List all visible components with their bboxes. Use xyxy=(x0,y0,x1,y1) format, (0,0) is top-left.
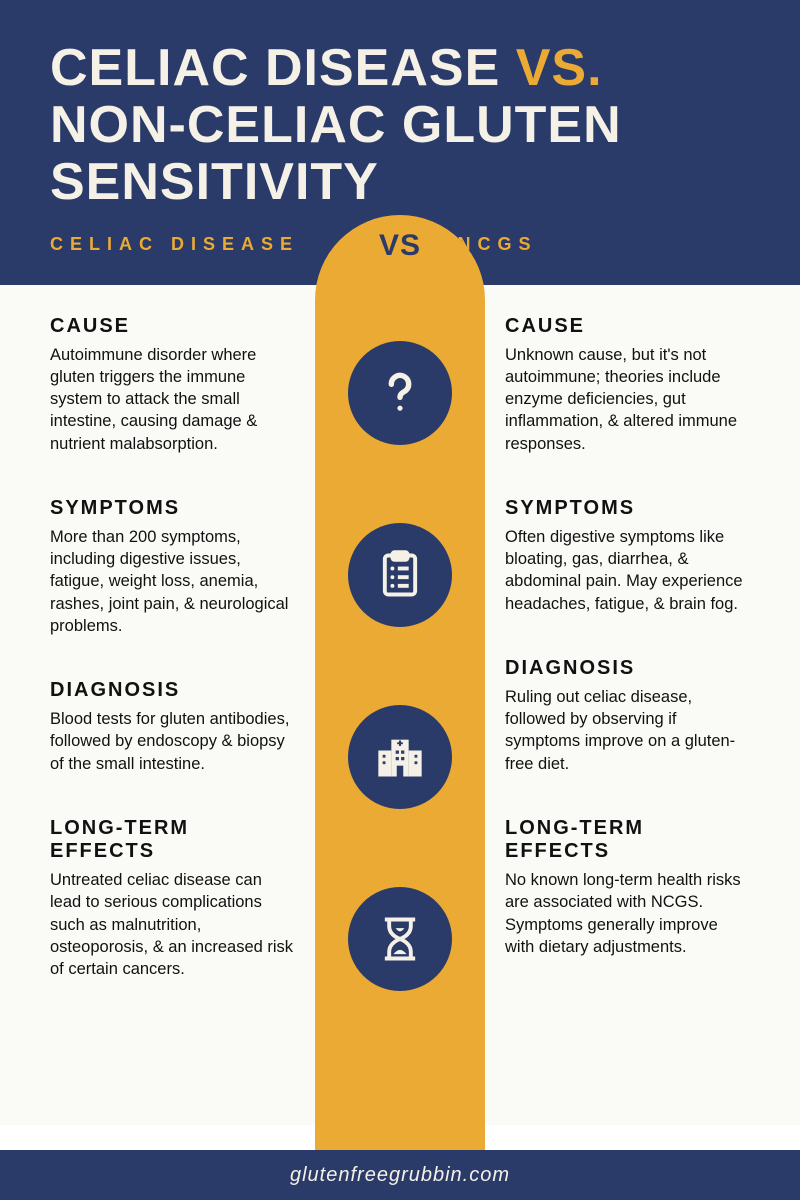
title-accent: VS. xyxy=(516,39,603,97)
block-body: Unknown cause, but it's not autoimmune; … xyxy=(505,344,750,455)
center-pill: VS xyxy=(315,215,485,1175)
title-line-2: NON-CELIAC GLUTEN xyxy=(50,96,622,154)
title-part-1: CELIAC DISEASE xyxy=(50,39,516,97)
block-title: LONG-TERM EFFECTS xyxy=(50,817,295,863)
block-longterm-left: LONG-TERM EFFECTS Untreated celiac disea… xyxy=(50,817,295,980)
content-area: VS xyxy=(0,285,800,1125)
block-title: LONG-TERM EFFECTS xyxy=(505,817,750,863)
vs-label: VS xyxy=(379,229,421,263)
question-icon xyxy=(348,341,452,445)
block-symptoms-right: SYMPTOMS Often digestive symptoms like b… xyxy=(505,497,750,615)
block-title: DIAGNOSIS xyxy=(505,657,750,680)
block-body: Blood tests for gluten antibodies, follo… xyxy=(50,708,295,775)
title-line-3: SENSITIVITY xyxy=(50,153,379,211)
hourglass-icon xyxy=(348,887,452,991)
hospital-icon xyxy=(348,705,452,809)
subhead-left: CELIAC DISEASE xyxy=(50,234,343,255)
block-body: Untreated celiac disease can lead to ser… xyxy=(50,869,295,980)
block-body: No known long-term health risks are asso… xyxy=(505,869,750,958)
block-diagnosis-left: DIAGNOSIS Blood tests for gluten antibod… xyxy=(50,679,295,775)
block-body: More than 200 symptoms, including digest… xyxy=(50,526,295,637)
block-body: Ruling out celiac disease, followed by o… xyxy=(505,686,750,775)
footer-text: glutenfreegrubbin.com xyxy=(290,1164,510,1187)
block-cause-right: CAUSE Unknown cause, but it's not autoim… xyxy=(505,315,750,455)
block-body: Often digestive symptoms like bloating, … xyxy=(505,526,750,615)
block-title: SYMPTOMS xyxy=(505,497,750,520)
block-longterm-right: LONG-TERM EFFECTS No known long-term hea… xyxy=(505,817,750,958)
footer: glutenfreegrubbin.com xyxy=(0,1150,800,1200)
clipboard-icon xyxy=(348,523,452,627)
block-title: SYMPTOMS xyxy=(50,497,295,520)
block-title: CAUSE xyxy=(505,315,750,338)
block-diagnosis-right: DIAGNOSIS Ruling out celiac disease, fol… xyxy=(505,657,750,775)
block-title: DIAGNOSIS xyxy=(50,679,295,702)
block-cause-left: CAUSE Autoimmune disorder where gluten t… xyxy=(50,315,295,455)
block-title: CAUSE xyxy=(50,315,295,338)
main-title: CELIAC DISEASE VS. NON-CELIAC GLUTEN SEN… xyxy=(50,40,750,212)
block-body: Autoimmune disorder where gluten trigger… xyxy=(50,344,295,455)
block-symptoms-left: SYMPTOMS More than 200 symptoms, includi… xyxy=(50,497,295,637)
